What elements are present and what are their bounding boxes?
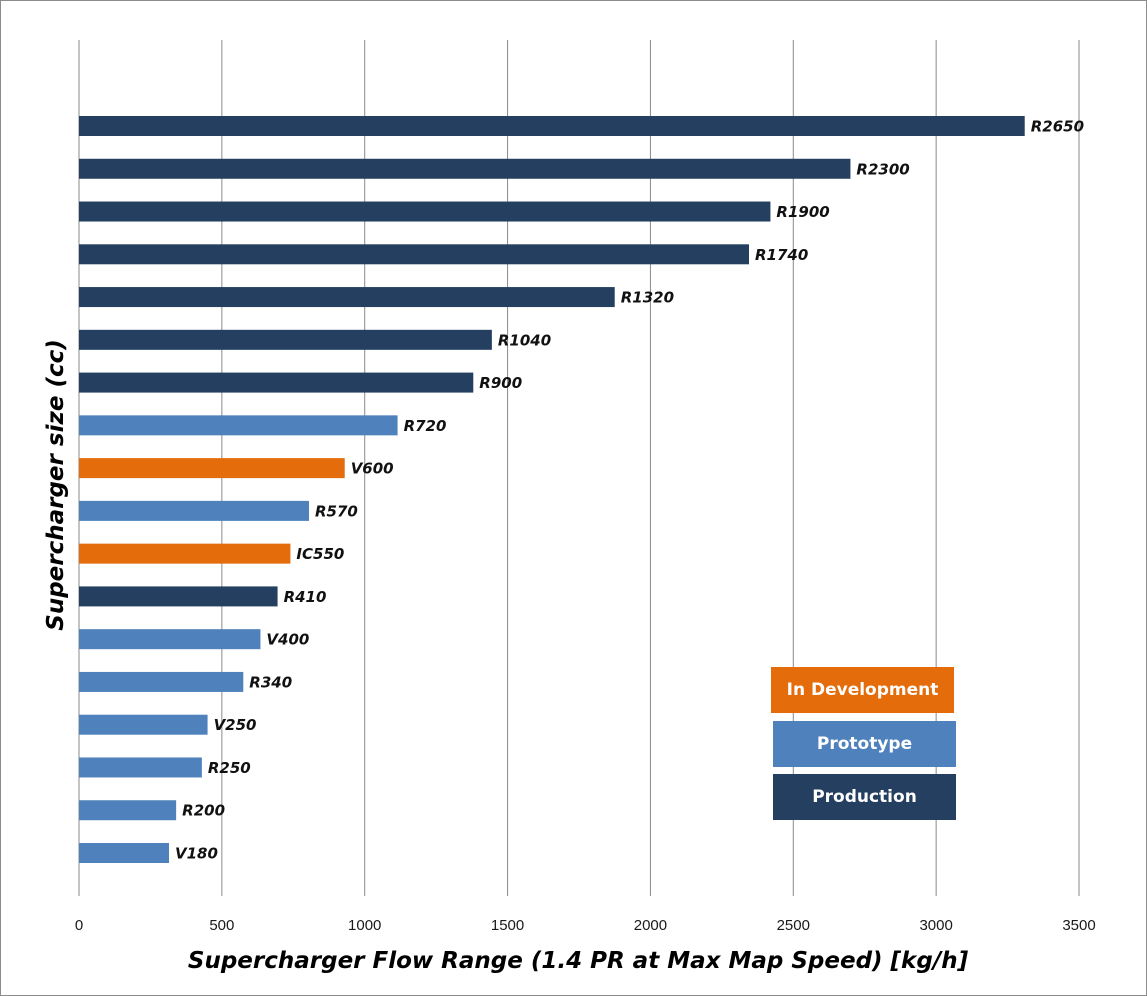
bar-label: R2300 — [856, 160, 909, 178]
bar-r340 — [79, 671, 244, 692]
bar-label: V600 — [351, 460, 394, 478]
bar-label: R1740 — [755, 246, 808, 264]
legend-item-production: Production — [773, 774, 956, 820]
bar-r2300 — [79, 158, 851, 179]
bar-label: V250 — [214, 716, 257, 734]
x-tick-labels: 0 500 1000 1500 2000 2500 3000 3500 — [75, 917, 1096, 934]
bar-label: V400 — [266, 631, 309, 649]
bar-label: R1900 — [776, 203, 829, 221]
bar-r570 — [79, 500, 309, 521]
x-tick-label: 500 — [209, 917, 234, 934]
legend-item-prototype: Prototype — [773, 721, 956, 767]
bar-r1040 — [79, 329, 492, 350]
bar-v400 — [79, 629, 261, 650]
x-tick-label: 1000 — [348, 917, 381, 934]
bar-ic550 — [79, 543, 291, 564]
bar-r1900 — [79, 201, 771, 222]
bar-label: IC550 — [296, 545, 344, 563]
bar-label: R1040 — [498, 331, 551, 349]
x-tick-label: 3500 — [1062, 917, 1095, 934]
bar-labels: R2650 R2300 R1900 R1740 R1320 R1040 R900 R720 V6… — [175, 118, 1084, 863]
x-tick-label: 2000 — [634, 917, 667, 934]
bar-label: R570 — [315, 502, 358, 520]
bar-r720 — [79, 415, 398, 436]
bar-label: R1320 — [621, 289, 674, 307]
y-axis-title: Supercharger size (cc) — [43, 339, 69, 631]
x-tick-label: 0 — [75, 917, 83, 934]
bar-label: V180 — [175, 845, 218, 863]
x-tick-label: 1500 — [491, 917, 524, 934]
bar-label: R720 — [404, 417, 447, 435]
bar-label: R900 — [479, 374, 522, 392]
bar-r250 — [79, 757, 202, 778]
bar-label: R2650 — [1031, 118, 1084, 136]
bar-r410 — [79, 586, 278, 607]
bars — [79, 116, 1025, 863]
bar-r200 — [79, 800, 177, 821]
bar-label: R250 — [208, 759, 251, 777]
bar-label: R410 — [284, 588, 327, 606]
bar-v250 — [79, 714, 208, 735]
bar-r1320 — [79, 287, 615, 308]
x-axis-title: Supercharger Flow Range (1.4 PR at Max M… — [188, 948, 969, 974]
bar-r900 — [79, 372, 474, 393]
legend-item-in-development: In Development — [771, 667, 954, 713]
bar-label: R340 — [249, 673, 292, 691]
bar-v600 — [79, 458, 345, 479]
bar-r1740 — [79, 244, 749, 265]
bar-v180 — [79, 843, 169, 863]
x-tick-label: 2500 — [777, 917, 810, 934]
bar-r2650 — [79, 116, 1025, 136]
x-tick-label: 3000 — [919, 917, 952, 934]
bar-label: R200 — [182, 802, 225, 820]
